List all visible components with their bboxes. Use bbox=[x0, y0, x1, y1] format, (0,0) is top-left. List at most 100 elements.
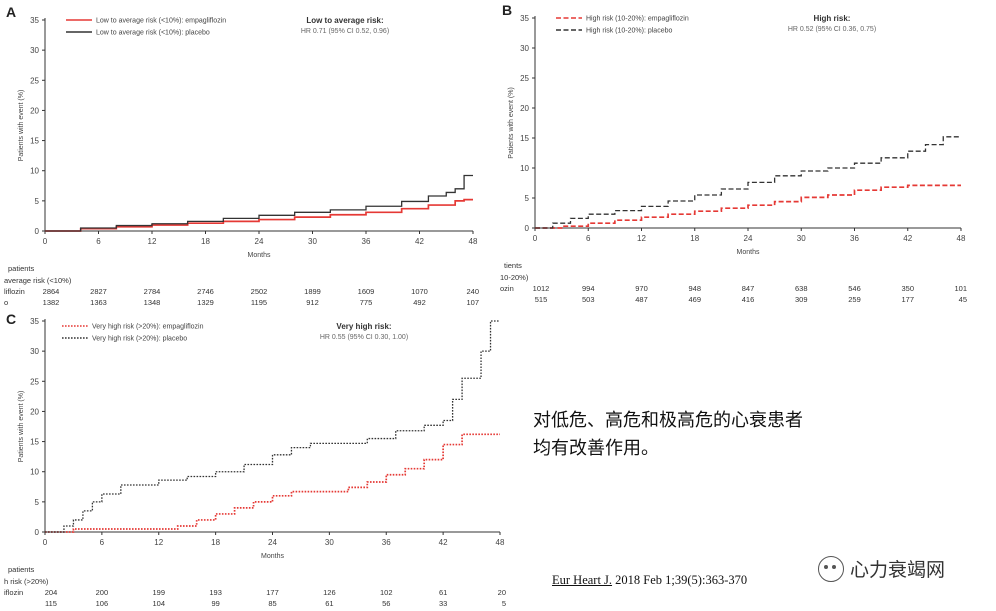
wechat-icon bbox=[818, 555, 844, 582]
panel-letter: C bbox=[6, 311, 16, 327]
risk-count: 2864 bbox=[43, 287, 60, 296]
risk-count: 5 bbox=[502, 599, 506, 608]
x-tick-label: 42 bbox=[439, 538, 448, 547]
x-tick-label: 18 bbox=[201, 237, 210, 246]
risk-count: 177 bbox=[901, 295, 914, 304]
y-tick-label: 25 bbox=[30, 377, 39, 386]
y-tick-label: 10 bbox=[520, 164, 529, 173]
risk-count: 503 bbox=[582, 295, 595, 304]
panel-letter: B bbox=[502, 2, 512, 18]
y-tick-label: 30 bbox=[520, 44, 529, 53]
y-tick-label: 20 bbox=[30, 407, 39, 416]
x-tick-label: 24 bbox=[255, 237, 264, 246]
x-tick-label: 0 bbox=[43, 237, 48, 246]
x-tick-label: 12 bbox=[637, 234, 646, 243]
risk-table-group: h risk (>20%) bbox=[4, 577, 49, 586]
risk-count: 61 bbox=[325, 599, 333, 608]
x-tick-label: 42 bbox=[415, 237, 424, 246]
legend-label: Very high risk (>20%): placebo bbox=[92, 336, 187, 343]
x-tick-label: 24 bbox=[744, 234, 753, 243]
risk-count: 199 bbox=[152, 588, 165, 597]
risk-count: 2827 bbox=[90, 287, 107, 296]
panel-A: A 0 5 10 15 20 25 30 35 0 6 12 18 24 30 36 42 48 Months Pat… bbox=[4, 4, 479, 307]
x-tick-label: 48 bbox=[957, 234, 966, 243]
x-axis-label: Months bbox=[737, 249, 760, 256]
risk-count: 912 bbox=[306, 298, 319, 307]
risk-count: 204 bbox=[45, 588, 58, 597]
y-tick-label: 0 bbox=[35, 227, 40, 236]
risk-count: 2502 bbox=[251, 287, 268, 296]
caption-line-2: 均有改善作用。 bbox=[533, 438, 659, 459]
y-tick-label: 20 bbox=[520, 104, 529, 113]
risk-count: 177 bbox=[266, 588, 279, 597]
risk-count: 775 bbox=[360, 298, 373, 307]
risk-row-label: ozin bbox=[500, 284, 514, 293]
risk-count: 2784 bbox=[144, 287, 161, 296]
risk-count: 638 bbox=[795, 284, 808, 293]
y-tick-label: 15 bbox=[520, 134, 529, 143]
y-tick-label: 15 bbox=[30, 438, 39, 447]
risk-count: 1348 bbox=[144, 298, 161, 307]
y-tick-label: 5 bbox=[525, 194, 530, 203]
y-tick-label: 30 bbox=[30, 46, 39, 55]
hr-subtitle: HR 0.71 (95% CI 0.52, 0.96) bbox=[301, 28, 389, 35]
risk-count: 115 bbox=[45, 599, 57, 608]
risk-count: 1382 bbox=[43, 298, 60, 307]
y-axis-label: Patients with event (%) bbox=[18, 90, 25, 162]
risk-count: 309 bbox=[795, 295, 808, 304]
hr-title: Very high risk: bbox=[336, 322, 391, 331]
risk-count: 33 bbox=[439, 599, 447, 608]
x-axis-label: Months bbox=[261, 553, 284, 560]
risk-count: 469 bbox=[688, 295, 701, 304]
risk-count: 56 bbox=[382, 599, 390, 608]
y-tick-label: 10 bbox=[30, 167, 39, 176]
x-tick-label: 30 bbox=[308, 237, 317, 246]
risk-count: 102 bbox=[380, 588, 393, 597]
risk-count: 99 bbox=[211, 599, 219, 608]
y-tick-label: 35 bbox=[520, 14, 529, 23]
y-tick-label: 35 bbox=[30, 317, 39, 326]
risk-count: 259 bbox=[848, 295, 861, 304]
y-tick-label: 30 bbox=[30, 347, 39, 356]
x-tick-label: 42 bbox=[903, 234, 912, 243]
series-line-placebo bbox=[45, 320, 500, 533]
risk-count: 85 bbox=[268, 599, 276, 608]
risk-count: 240 bbox=[466, 287, 479, 296]
x-tick-label: 6 bbox=[96, 237, 101, 246]
risk-count: 1329 bbox=[197, 298, 214, 307]
risk-row-label: liflozin bbox=[4, 287, 25, 296]
x-tick-label: 48 bbox=[496, 538, 505, 547]
brand-watermark: 心力衰竭网 bbox=[818, 555, 945, 582]
x-tick-label: 36 bbox=[362, 237, 371, 246]
risk-count: 106 bbox=[96, 599, 109, 608]
citation-journal-link[interactable]: Eur Heart J. bbox=[552, 573, 613, 587]
series-line-placebo bbox=[45, 174, 473, 232]
risk-count: 101 bbox=[954, 284, 967, 293]
citation: Eur Heart J. 2018 Feb 1;39(5):363-370 bbox=[552, 573, 747, 588]
series-line-empagliflozin bbox=[45, 198, 473, 232]
legend-label: Low to average risk (<10%): empagliflozi… bbox=[96, 18, 226, 25]
hr-title: High risk: bbox=[814, 14, 851, 23]
hr-title: Low to average risk: bbox=[306, 16, 383, 25]
risk-table-header: patients bbox=[8, 565, 35, 574]
y-tick-label: 0 bbox=[35, 528, 40, 537]
legend-label: Very high risk (>20%): empagliflozin bbox=[92, 324, 204, 331]
x-tick-label: 18 bbox=[690, 234, 699, 243]
risk-count: 1070 bbox=[411, 287, 428, 296]
risk-count: 200 bbox=[96, 588, 109, 597]
y-axis-label: Patients with event (%) bbox=[18, 391, 25, 463]
y-tick-label: 35 bbox=[30, 16, 39, 25]
risk-count: 193 bbox=[209, 588, 222, 597]
x-tick-label: 36 bbox=[382, 538, 391, 547]
risk-count: 970 bbox=[635, 284, 648, 293]
risk-count: 515 bbox=[535, 295, 548, 304]
risk-count: 1899 bbox=[304, 287, 321, 296]
series-line-empagliflozin bbox=[535, 184, 961, 229]
x-tick-label: 30 bbox=[797, 234, 806, 243]
hr-subtitle: HR 0.52 (95% CI 0.36, 0.75) bbox=[788, 26, 876, 33]
hr-subtitle: HR 0.55 (95% CI 0.30, 1.00) bbox=[320, 334, 408, 341]
series-line-placebo bbox=[535, 136, 961, 229]
y-tick-label: 0 bbox=[525, 224, 530, 233]
risk-count: 492 bbox=[413, 298, 426, 307]
risk-row-label: iflozin bbox=[4, 588, 23, 597]
